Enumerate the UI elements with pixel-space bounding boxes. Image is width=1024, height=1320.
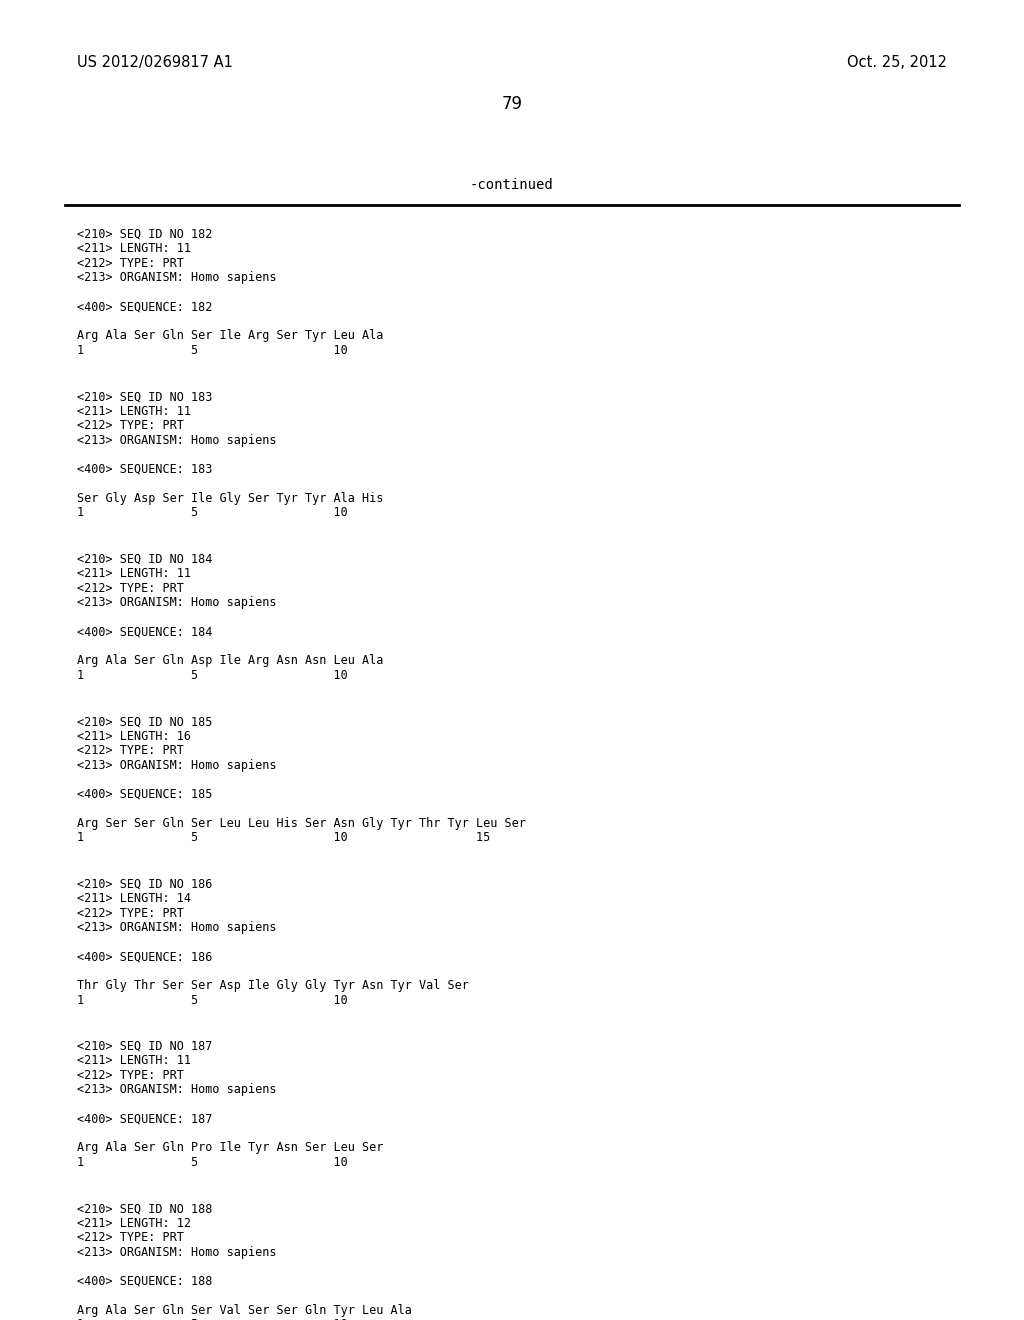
Text: <400> SEQUENCE: 187: <400> SEQUENCE: 187 — [77, 1113, 212, 1126]
Text: <210> SEQ ID NO 183: <210> SEQ ID NO 183 — [77, 391, 212, 404]
Text: <210> SEQ ID NO 185: <210> SEQ ID NO 185 — [77, 715, 212, 729]
Text: Arg Ala Ser Gln Pro Ile Tyr Asn Ser Leu Ser: Arg Ala Ser Gln Pro Ile Tyr Asn Ser Leu … — [77, 1142, 383, 1155]
Text: <400> SEQUENCE: 184: <400> SEQUENCE: 184 — [77, 626, 212, 639]
Text: Ser Gly Asp Ser Ile Gly Ser Tyr Tyr Ala His: Ser Gly Asp Ser Ile Gly Ser Tyr Tyr Ala … — [77, 492, 383, 504]
Text: <212> TYPE: PRT: <212> TYPE: PRT — [77, 907, 183, 920]
Text: Arg Ala Ser Gln Ser Ile Arg Ser Tyr Leu Ala: Arg Ala Ser Gln Ser Ile Arg Ser Tyr Leu … — [77, 330, 383, 342]
Text: Arg Ser Ser Gln Ser Leu Leu His Ser Asn Gly Tyr Thr Tyr Leu Ser: Arg Ser Ser Gln Ser Leu Leu His Ser Asn … — [77, 817, 525, 830]
Text: -continued: -continued — [470, 178, 554, 191]
Text: <400> SEQUENCE: 185: <400> SEQUENCE: 185 — [77, 788, 212, 801]
Text: <211> LENGTH: 11: <211> LENGTH: 11 — [77, 243, 190, 256]
Text: <212> TYPE: PRT: <212> TYPE: PRT — [77, 582, 183, 595]
Text: <210> SEQ ID NO 182: <210> SEQ ID NO 182 — [77, 228, 212, 242]
Text: 1               5                   10: 1 5 10 — [77, 669, 347, 682]
Text: Oct. 25, 2012: Oct. 25, 2012 — [847, 55, 947, 70]
Text: <210> SEQ ID NO 188: <210> SEQ ID NO 188 — [77, 1203, 212, 1216]
Text: <210> SEQ ID NO 186: <210> SEQ ID NO 186 — [77, 878, 212, 891]
Text: 1               5                   10: 1 5 10 — [77, 1319, 347, 1320]
Text: <213> ORGANISM: Homo sapiens: <213> ORGANISM: Homo sapiens — [77, 597, 276, 610]
Text: <211> LENGTH: 16: <211> LENGTH: 16 — [77, 730, 190, 743]
Text: <213> ORGANISM: Homo sapiens: <213> ORGANISM: Homo sapiens — [77, 1084, 276, 1097]
Text: 1               5                   10: 1 5 10 — [77, 1156, 347, 1170]
Text: <213> ORGANISM: Homo sapiens: <213> ORGANISM: Homo sapiens — [77, 1246, 276, 1259]
Text: <212> TYPE: PRT: <212> TYPE: PRT — [77, 1232, 183, 1245]
Text: <211> LENGTH: 14: <211> LENGTH: 14 — [77, 892, 190, 906]
Text: 79: 79 — [502, 95, 522, 114]
Text: Arg Ala Ser Gln Asp Ile Arg Asn Asn Leu Ala: Arg Ala Ser Gln Asp Ile Arg Asn Asn Leu … — [77, 655, 383, 668]
Text: <210> SEQ ID NO 184: <210> SEQ ID NO 184 — [77, 553, 212, 566]
Text: <213> ORGANISM: Homo sapiens: <213> ORGANISM: Homo sapiens — [77, 759, 276, 772]
Text: <400> SEQUENCE: 186: <400> SEQUENCE: 186 — [77, 950, 212, 964]
Text: <400> SEQUENCE: 183: <400> SEQUENCE: 183 — [77, 463, 212, 477]
Text: <212> TYPE: PRT: <212> TYPE: PRT — [77, 744, 183, 758]
Text: <213> ORGANISM: Homo sapiens: <213> ORGANISM: Homo sapiens — [77, 921, 276, 935]
Text: <211> LENGTH: 11: <211> LENGTH: 11 — [77, 1055, 190, 1068]
Text: Arg Ala Ser Gln Ser Val Ser Ser Gln Tyr Leu Ala: Arg Ala Ser Gln Ser Val Ser Ser Gln Tyr … — [77, 1304, 412, 1317]
Text: 1               5                   10: 1 5 10 — [77, 994, 347, 1007]
Text: <212> TYPE: PRT: <212> TYPE: PRT — [77, 257, 183, 271]
Text: 1               5                   10                  15: 1 5 10 15 — [77, 832, 490, 845]
Text: <213> ORGANISM: Homo sapiens: <213> ORGANISM: Homo sapiens — [77, 272, 276, 285]
Text: <212> TYPE: PRT: <212> TYPE: PRT — [77, 1069, 183, 1082]
Text: <212> TYPE: PRT: <212> TYPE: PRT — [77, 420, 183, 433]
Text: Thr Gly Thr Ser Ser Asp Ile Gly Gly Tyr Asn Tyr Val Ser: Thr Gly Thr Ser Ser Asp Ile Gly Gly Tyr … — [77, 979, 469, 993]
Text: US 2012/0269817 A1: US 2012/0269817 A1 — [77, 55, 232, 70]
Text: <210> SEQ ID NO 187: <210> SEQ ID NO 187 — [77, 1040, 212, 1053]
Text: <211> LENGTH: 11: <211> LENGTH: 11 — [77, 568, 190, 581]
Text: <211> LENGTH: 11: <211> LENGTH: 11 — [77, 405, 190, 418]
Text: <211> LENGTH: 12: <211> LENGTH: 12 — [77, 1217, 190, 1230]
Text: <213> ORGANISM: Homo sapiens: <213> ORGANISM: Homo sapiens — [77, 434, 276, 447]
Text: <400> SEQUENCE: 188: <400> SEQUENCE: 188 — [77, 1275, 212, 1288]
Text: 1               5                   10: 1 5 10 — [77, 345, 347, 356]
Text: <400> SEQUENCE: 182: <400> SEQUENCE: 182 — [77, 301, 212, 314]
Text: 1               5                   10: 1 5 10 — [77, 507, 347, 519]
